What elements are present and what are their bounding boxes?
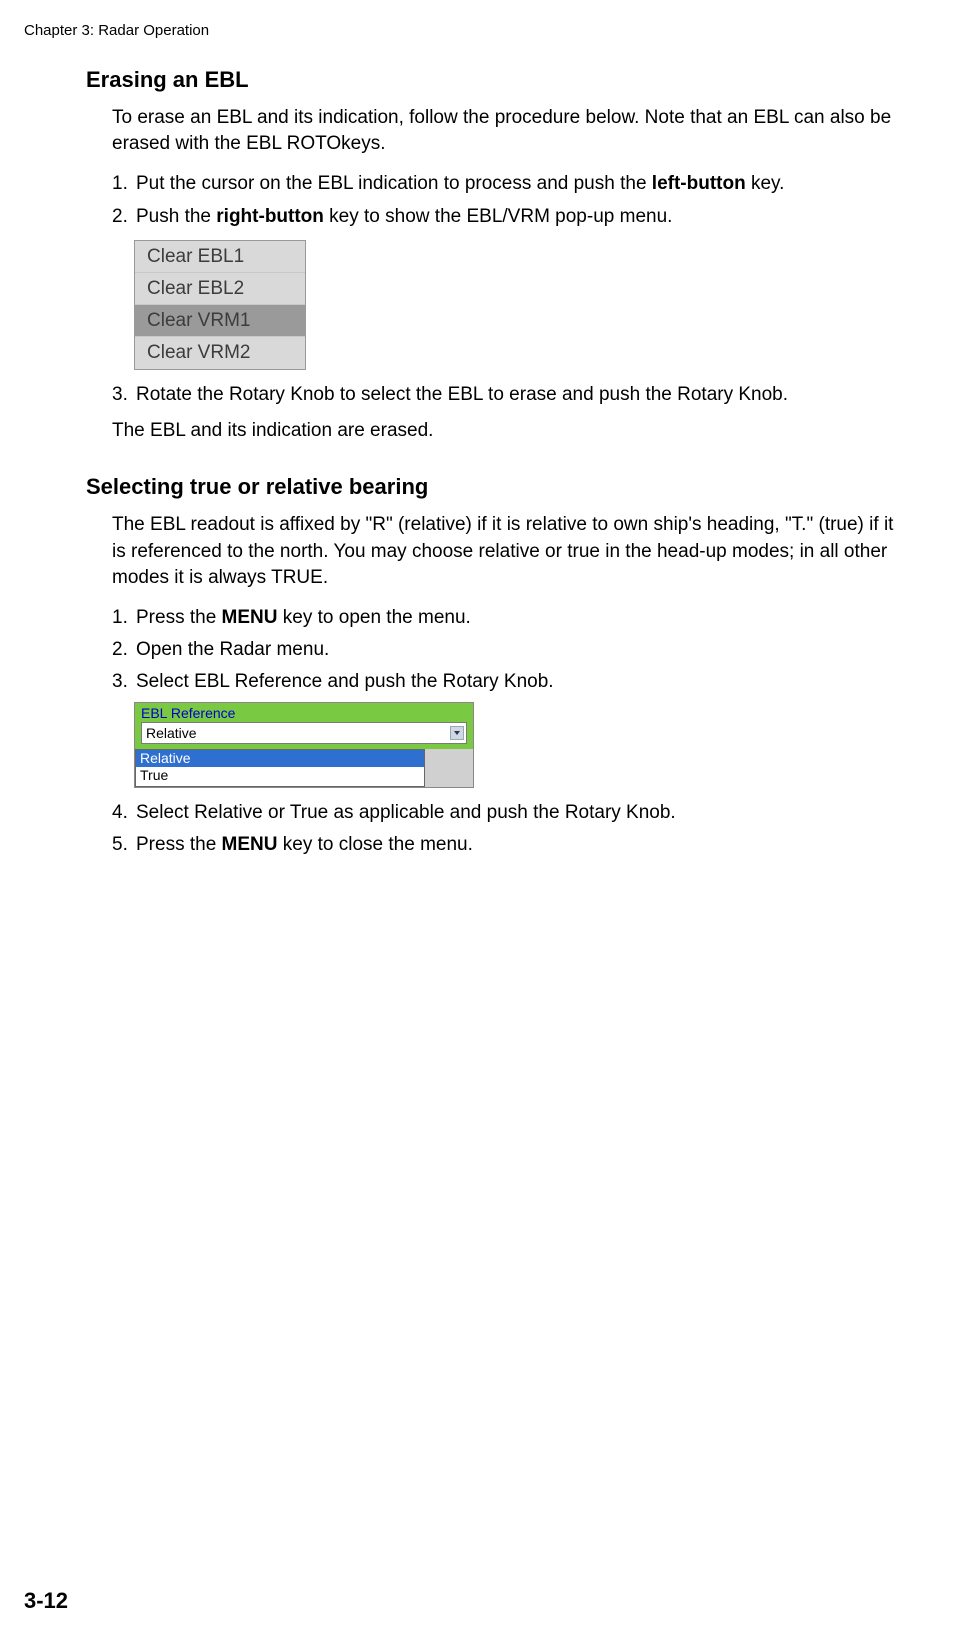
section1-step1: 1. Put the cursor on the EBL indication … bbox=[112, 171, 896, 197]
ebl-reference-selected: Relative bbox=[146, 725, 197, 741]
section2-step1: 1. Press the MENU key to open the menu. bbox=[112, 605, 896, 631]
popup-item-clear-vrm2[interactable]: Clear VRM2 bbox=[135, 337, 305, 369]
step-number: 3. bbox=[112, 382, 136, 408]
text-fragment: Press the bbox=[136, 834, 222, 855]
step-text: Select Relative or True as applicable an… bbox=[136, 800, 896, 826]
step-text: Select EBL Reference and push the Rotary… bbox=[136, 669, 896, 695]
ebl-reference-menu[interactable]: EBL Reference Relative Relative True bbox=[134, 702, 474, 788]
step-number: 1. bbox=[112, 605, 136, 631]
step-number: 3. bbox=[112, 669, 136, 695]
section1-intro: To erase an EBL and its indication, foll… bbox=[112, 105, 896, 157]
ebl-option-true[interactable]: True bbox=[136, 767, 424, 784]
bold-key: left-button bbox=[652, 173, 746, 194]
step-text: Put the cursor on the EBL indication to … bbox=[136, 171, 896, 197]
chevron-down-icon[interactable] bbox=[450, 726, 464, 740]
step-text: Rotate the Rotary Knob to select the EBL… bbox=[136, 382, 896, 408]
ebl-option-relative[interactable]: Relative bbox=[136, 750, 424, 767]
step-text: Push the right-button key to show the EB… bbox=[136, 204, 896, 230]
step-number: 4. bbox=[112, 800, 136, 826]
bold-key: right-button bbox=[216, 206, 324, 227]
ebl-vrm-popup[interactable]: Clear EBL1 Clear EBL2 Clear VRM1 Clear V… bbox=[134, 240, 306, 370]
text-fragment: Press the bbox=[136, 607, 222, 628]
text-fragment: Push the bbox=[136, 206, 216, 227]
ebl-reference-dropdown-row: Relative True bbox=[135, 749, 473, 787]
section-title-erasing-ebl: Erasing an EBL bbox=[86, 67, 896, 93]
popup-item-clear-ebl2[interactable]: Clear EBL2 bbox=[135, 273, 305, 305]
text-fragment: key to open the menu. bbox=[278, 607, 471, 628]
page: Chapter 3: Radar Operation Erasing an EB… bbox=[0, 0, 966, 1640]
step-number: 1. bbox=[112, 171, 136, 197]
step-text: Open the Radar menu. bbox=[136, 637, 896, 663]
step-number: 2. bbox=[112, 204, 136, 230]
text-fragment: key to show the EBL/VRM pop-up menu. bbox=[324, 206, 673, 227]
section2-step5: 5. Press the MENU key to close the menu. bbox=[112, 832, 896, 858]
section2-body: The EBL readout is affixed by "R" (relat… bbox=[112, 512, 896, 858]
popup-item-clear-ebl1[interactable]: Clear EBL1 bbox=[135, 241, 305, 273]
section2-intro: The EBL readout is affixed by "R" (relat… bbox=[112, 512, 896, 591]
section1-body: To erase an EBL and its indication, foll… bbox=[112, 105, 896, 444]
bold-key: MENU bbox=[222, 834, 278, 855]
step-number: 2. bbox=[112, 637, 136, 663]
ebl-reference-options[interactable]: Relative True bbox=[135, 749, 425, 787]
step-text: Press the MENU key to open the menu. bbox=[136, 605, 896, 631]
text-fragment: key. bbox=[746, 173, 785, 194]
step-number: 5. bbox=[112, 832, 136, 858]
section1-conclusion: The EBL and its indication are erased. bbox=[112, 418, 896, 444]
section1-step2: 2. Push the right-button key to show the… bbox=[112, 204, 896, 230]
ebl-reference-header: EBL Reference Relative bbox=[135, 703, 473, 749]
text-fragment: key to close the menu. bbox=[278, 834, 473, 855]
text-fragment: Put the cursor on the EBL indication to … bbox=[136, 173, 652, 194]
section-title-bearing: Selecting true or relative bearing bbox=[86, 474, 896, 500]
ebl-reference-select[interactable]: Relative bbox=[141, 722, 467, 744]
chapter-header: Chapter 3: Radar Operation bbox=[24, 22, 896, 39]
section2-step4: 4. Select Relative or True as applicable… bbox=[112, 800, 896, 826]
popup-item-clear-vrm1[interactable]: Clear VRM1 bbox=[135, 305, 305, 337]
step-text: Press the MENU key to close the menu. bbox=[136, 832, 896, 858]
ebl-reference-label: EBL Reference bbox=[141, 705, 467, 721]
section2-step2: 2. Open the Radar menu. bbox=[112, 637, 896, 663]
section1-step3: 3. Rotate the Rotary Knob to select the … bbox=[112, 382, 896, 408]
section2-step3: 3. Select EBL Reference and push the Rot… bbox=[112, 669, 896, 695]
page-number: 3-12 bbox=[24, 1588, 68, 1614]
bold-key: MENU bbox=[222, 607, 278, 628]
